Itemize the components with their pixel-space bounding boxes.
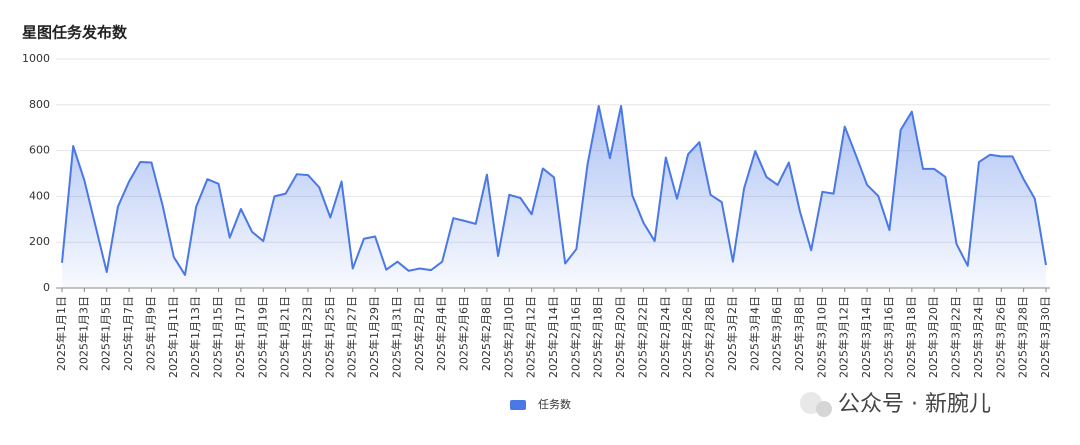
x-tick-label: 2025年3月16日 [881, 296, 895, 378]
x-tick-label: 2025年1月11日 [166, 296, 180, 378]
x-tick-label: 2025年1月9日 [143, 296, 157, 371]
x-tick-label: 2025年1月17日 [233, 296, 247, 378]
x-tick-label: 2025年2月24日 [658, 296, 672, 378]
x-tick-label: 2025年3月6日 [770, 296, 784, 371]
watermark: 公众号 · 新腕儿 [838, 392, 991, 417]
x-tick-label: 2025年2月20日 [613, 296, 627, 378]
x-tick-label: 2025年2月22日 [635, 296, 649, 378]
x-tick-label: 2025年2月14日 [546, 296, 560, 378]
x-tick-label: 2025年2月18日 [591, 296, 605, 378]
watermark-logo [800, 392, 832, 417]
x-tick-label: 2025年3月12日 [837, 296, 851, 378]
x-tick-label: 2025年1月13日 [188, 296, 202, 378]
x-tick-label: 2025年2月28日 [703, 296, 717, 378]
area [62, 105, 1046, 288]
x-tick-label: 2025年1月25日 [322, 296, 336, 378]
line [61, 104, 1047, 276]
x-tick-label: 2025年3月18日 [904, 296, 918, 378]
x-tick-label: 2025年2月12日 [524, 296, 538, 378]
legend-label: 任务数 [538, 398, 571, 411]
x-tick-label: 2025年1月1日 [54, 296, 68, 371]
x-tick-label: 2025年3月20日 [926, 296, 940, 378]
x-tick-label: 2025年1月23日 [300, 296, 314, 378]
x-tick-label: 2025年3月22日 [949, 296, 963, 378]
x-tick-label: 2025年3月14日 [859, 296, 873, 378]
x-tick-label: 2025年1月5日 [99, 296, 113, 371]
x-tick-label: 2025年3月30日 [1038, 296, 1052, 378]
y-tick-label: 200 [29, 235, 50, 248]
x-tick-label: 2025年1月7日 [121, 296, 135, 371]
x-tick-label: 2025年1月29日 [367, 296, 381, 378]
x-tick-label: 2025年3月8日 [792, 296, 806, 371]
x-tick-label: 2025年3月10日 [814, 296, 828, 378]
x-tick-label: 2025年1月27日 [345, 296, 359, 378]
x-tick-label: 2025年3月4日 [747, 296, 761, 371]
y-tick-label: 800 [29, 98, 50, 111]
x-tick-label: 2025年1月15日 [211, 296, 225, 378]
y-tick-label: 0 [43, 281, 50, 294]
x-tick-label: 2025年2月16日 [568, 296, 582, 378]
x-tick-label: 2025年3月26日 [993, 296, 1007, 378]
y-tick-label: 400 [29, 189, 50, 202]
x-tick-label: 2025年2月26日 [680, 296, 694, 378]
x-tick-label: 2025年1月31日 [389, 296, 403, 378]
x-tick-label: 2025年1月19日 [255, 296, 269, 378]
y-tick-label: 600 [29, 144, 50, 157]
x-tick-label: 2025年1月21日 [278, 296, 292, 378]
x-tick-label: 2025年2月2日 [412, 296, 426, 371]
chart-title: 星图任务发布数 [22, 24, 128, 42]
x-tick-label: 2025年2月10日 [501, 296, 515, 378]
x-tick-label: 2025年2月4日 [434, 296, 448, 371]
x-tick-label: 2025年2月8日 [479, 296, 493, 371]
x-tick-label: 2025年3月24日 [971, 296, 985, 378]
x-tick-label: 2025年3月28日 [1016, 296, 1030, 378]
legend-swatch [510, 400, 526, 410]
x-tick-label: 2025年2月6日 [457, 296, 471, 371]
y-tick-label: 1000 [22, 52, 50, 65]
x-tick-label: 2025年1月3日 [76, 296, 90, 371]
x-tick-label: 2025年3月2日 [725, 296, 739, 371]
